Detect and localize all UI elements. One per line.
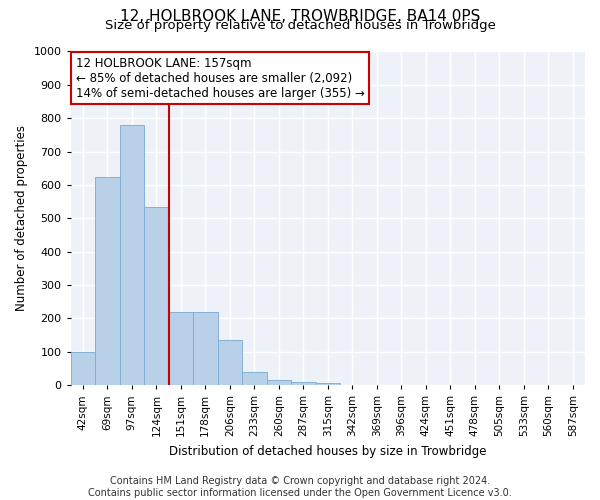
Y-axis label: Number of detached properties: Number of detached properties — [15, 126, 28, 312]
Text: Contains HM Land Registry data © Crown copyright and database right 2024.
Contai: Contains HM Land Registry data © Crown c… — [88, 476, 512, 498]
X-axis label: Distribution of detached houses by size in Trowbridge: Distribution of detached houses by size … — [169, 444, 487, 458]
Text: Size of property relative to detached houses in Trowbridge: Size of property relative to detached ho… — [104, 19, 496, 32]
Bar — [71, 352, 95, 385]
Bar — [291, 382, 316, 385]
Bar — [218, 340, 242, 385]
Bar — [169, 312, 193, 385]
Bar — [193, 312, 218, 385]
Text: 12 HOLBROOK LANE: 157sqm
← 85% of detached houses are smaller (2,092)
14% of sem: 12 HOLBROOK LANE: 157sqm ← 85% of detach… — [76, 56, 365, 100]
Bar — [95, 176, 119, 385]
Bar — [266, 380, 291, 385]
Bar — [119, 125, 144, 385]
Bar — [242, 372, 266, 385]
Bar — [316, 384, 340, 385]
Bar — [144, 206, 169, 385]
Text: 12, HOLBROOK LANE, TROWBRIDGE, BA14 0PS: 12, HOLBROOK LANE, TROWBRIDGE, BA14 0PS — [120, 9, 480, 24]
